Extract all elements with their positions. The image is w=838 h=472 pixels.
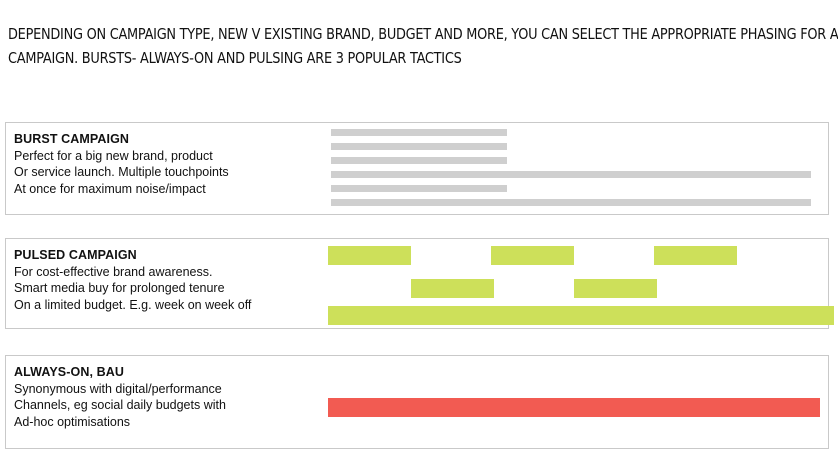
- pulsed-campaign-line-3: On a limited budget. E.g. week on week o…: [14, 297, 252, 312]
- burst-bar-5: [331, 185, 507, 192]
- always-on-bar: [328, 398, 820, 417]
- pulsed-campaign-panel: PULSED CAMPAIGN For cost-effective brand…: [5, 238, 834, 329]
- pulsed-campaign-title: PULSED CAMPAIGN: [14, 248, 137, 262]
- always-on-description: ALWAYS-ON, BAU Synonymous with digital/p…: [14, 364, 226, 430]
- headline: Depending on campaign type, new v existi…: [8, 22, 838, 70]
- always-on-line-1: Synonymous with digital/performance: [14, 381, 222, 396]
- pulse-bar-3: [654, 246, 737, 265]
- pulse-bar-continuous: [328, 306, 834, 325]
- burst-campaign-panel: BURST CAMPAIGN Perfect for a big new bra…: [5, 122, 829, 215]
- pulse-bar-1: [328, 246, 411, 265]
- pulsed-campaign-description: PULSED CAMPAIGN For cost-effective brand…: [14, 247, 251, 313]
- burst-bar-2: [331, 143, 507, 150]
- pulsed-campaign-line-2: Smart media buy for prolonged tenure: [14, 281, 225, 295]
- always-on-line-2: Channels, eg social daily budgets with: [14, 398, 226, 412]
- burst-bar-4: [331, 171, 811, 178]
- pulse-bar-2: [491, 246, 574, 265]
- burst-campaign-line-1: Perfect for a big new brand, product: [14, 148, 213, 163]
- headline-line-2: campaign. Bursts- Always-on and pulsing …: [8, 49, 462, 67]
- headline-line-1: Depending on campaign type, new v existi…: [8, 25, 838, 43]
- pulsed-campaign-line-1: For cost-effective brand awareness.: [14, 264, 213, 279]
- burst-campaign-title: BURST CAMPAIGN: [14, 132, 130, 146]
- burst-campaign-description: BURST CAMPAIGN Perfect for a big new bra…: [14, 131, 229, 197]
- burst-bar-1: [331, 129, 507, 136]
- burst-bar-3: [331, 157, 507, 164]
- burst-campaign-line-2: Or service launch. Multiple touchpoints: [14, 165, 229, 179]
- pulse-bar-5: [574, 279, 657, 298]
- always-on-line-3: Ad-hoc optimisations: [14, 414, 131, 429]
- pulse-bar-4: [411, 279, 494, 298]
- always-on-panel: ALWAYS-ON, BAU Synonymous with digital/p…: [5, 355, 829, 449]
- always-on-title: ALWAYS-ON, BAU: [14, 365, 124, 379]
- burst-bar-6: [331, 199, 811, 206]
- burst-campaign-line-3: At once for maximum noise/impact: [14, 181, 206, 196]
